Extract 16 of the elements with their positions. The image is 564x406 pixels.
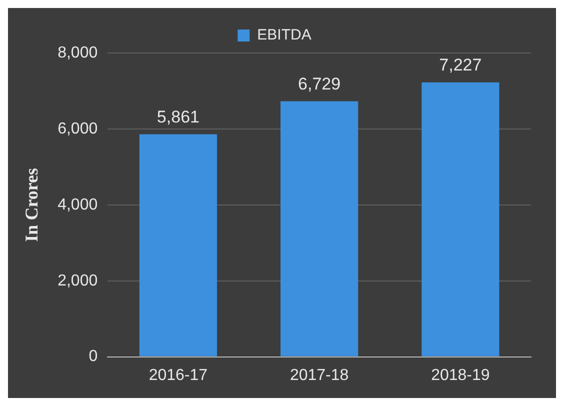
text: 6,729 bbox=[298, 74, 341, 94]
x-tick-label: 2016-17 bbox=[148, 366, 208, 384]
x-tick-label: 2017-18 bbox=[290, 366, 349, 384]
y-tick-label: 2,000 bbox=[58, 272, 98, 290]
bar bbox=[280, 101, 358, 356]
y-tick-label: 8,000 bbox=[58, 44, 98, 62]
text: 5,861 bbox=[156, 107, 200, 126]
bar bbox=[139, 134, 218, 356]
y-tick-label: 6,000 bbox=[58, 120, 98, 138]
y-axis-title: In Crores bbox=[21, 168, 42, 242]
x-tick-label: 2018-19 bbox=[431, 366, 490, 384]
legend-label: EBITDA bbox=[257, 26, 312, 44]
y-tick-label: 4,000 bbox=[58, 196, 98, 214]
y-tick-label: 0 bbox=[88, 348, 98, 366]
text: 7,227 bbox=[439, 56, 482, 75]
bar bbox=[422, 82, 500, 356]
